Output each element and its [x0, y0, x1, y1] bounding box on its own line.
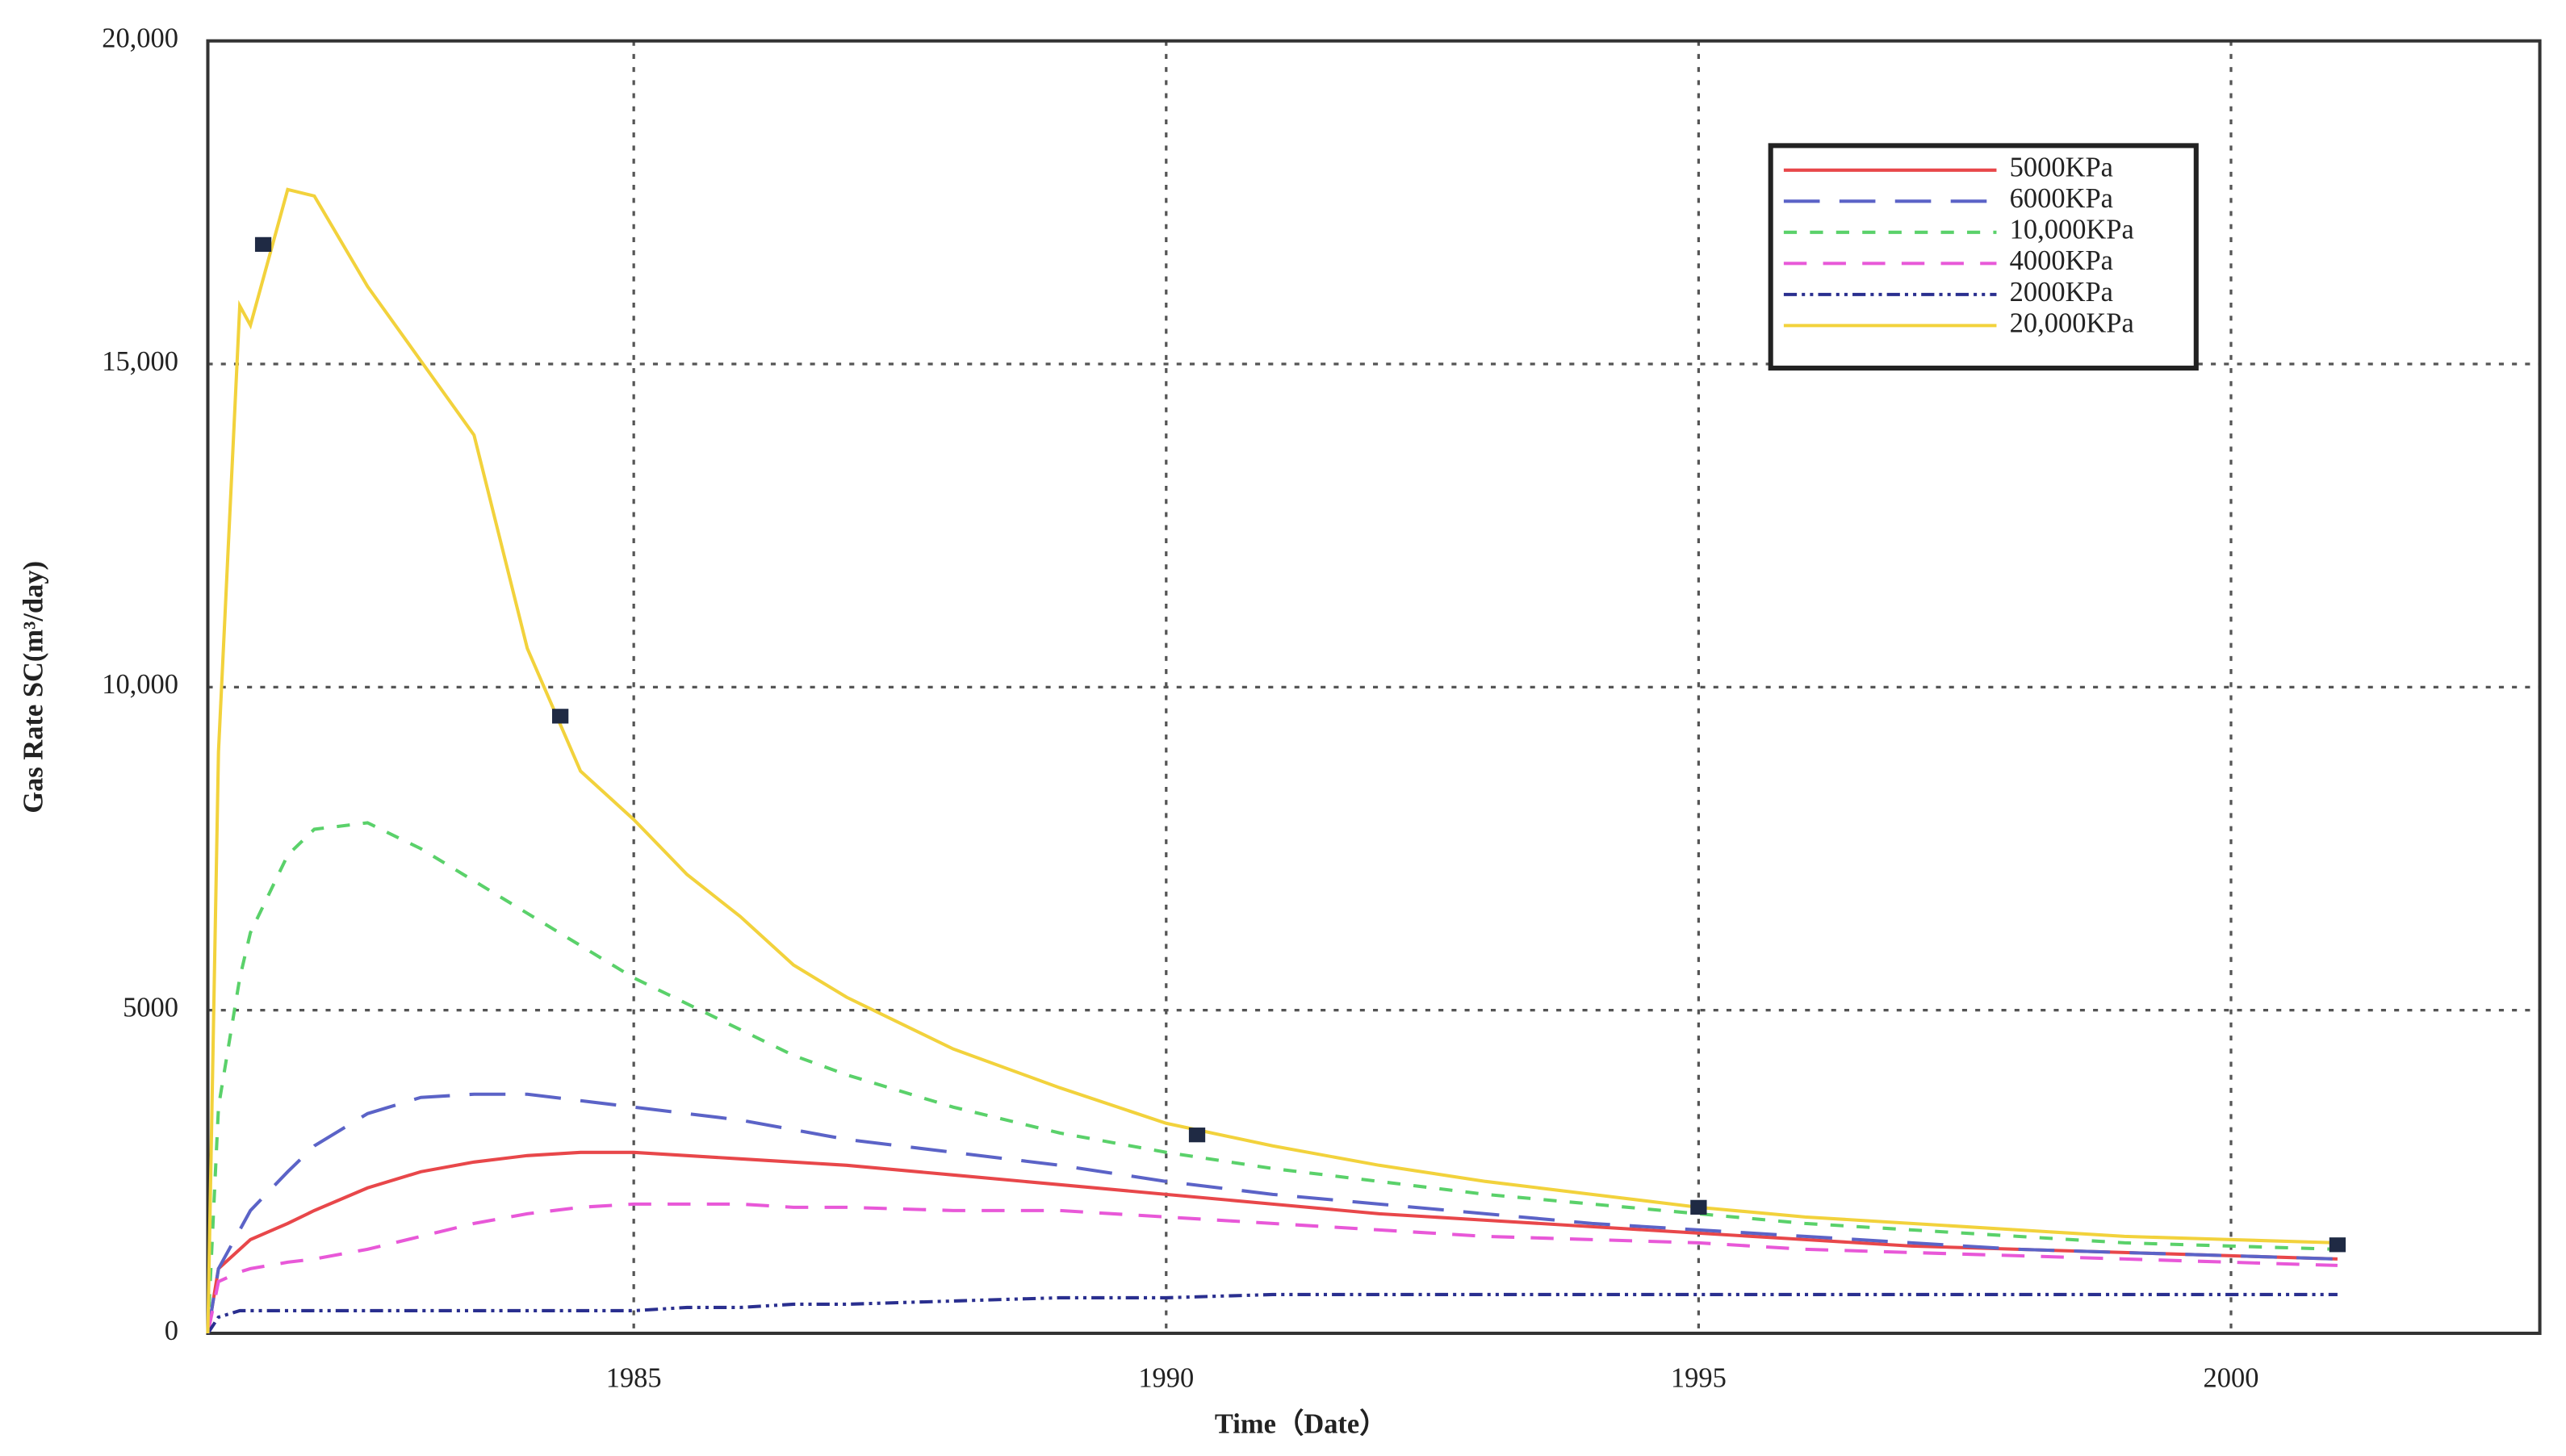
series-line [206, 187, 2338, 1334]
series-line [206, 1202, 2338, 1334]
data-marker [1188, 1128, 1206, 1143]
x-tick-label: 1990 [1138, 1363, 1194, 1394]
data-marker [1690, 1199, 1707, 1215]
series-line [206, 1150, 2338, 1334]
legend-label: 5000KPa [2010, 153, 2113, 183]
series-line [206, 1092, 2338, 1334]
x-tick-label: 2000 [2204, 1363, 2259, 1394]
x-axis-title: Time（Date） [1215, 1408, 1388, 1439]
x-tick-label: 1995 [1671, 1363, 1727, 1394]
data-marker [254, 236, 272, 253]
y-tick-label: 10,000 [102, 669, 178, 700]
y-tick-label: 5000 [123, 993, 178, 1023]
y-tick-label: 15,000 [102, 346, 178, 377]
y-tick-label: 20,000 [102, 23, 178, 54]
y-tick-label: 0 [165, 1316, 178, 1346]
legend-label: 10,000KPa [2010, 215, 2134, 245]
legend-label: 2000KPa [2010, 277, 2113, 308]
legend-label: 4000KPa [2010, 245, 2113, 276]
legend-label: 6000KPa [2010, 183, 2113, 214]
x-tick-label: 1985 [606, 1363, 662, 1394]
y-axis-title: Gas Rate SC(m³/day) [19, 561, 49, 814]
legend: 5000KPa6000KPa10,000KPa4000KPa2000KPa20,… [1768, 143, 2199, 371]
data-marker [2329, 1237, 2346, 1253]
legend-label: 20,000KPa [2010, 308, 2134, 338]
series-line [206, 1292, 2338, 1335]
data-marker [552, 709, 569, 724]
legend-box [1768, 143, 2199, 371]
plot-frame [206, 39, 2542, 1336]
